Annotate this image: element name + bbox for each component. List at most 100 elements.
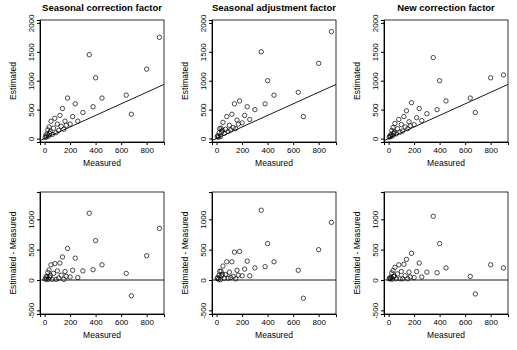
- panel: 02004006008000500100015002000Seasonal ad…: [180, 2, 337, 168]
- y-tick-label: -500: [371, 302, 380, 319]
- y-tick-mark: [37, 219, 40, 220]
- point: [232, 250, 236, 254]
- y-tick: 1500: [27, 43, 40, 61]
- x-tick: 200: [64, 142, 78, 155]
- point: [54, 277, 58, 281]
- x-tick-label: 400: [433, 146, 447, 155]
- point: [402, 114, 406, 118]
- point: [242, 113, 246, 117]
- point: [60, 106, 64, 110]
- y-tick-label: 500: [199, 243, 208, 257]
- point: [144, 254, 148, 258]
- x-tick-label: 800: [312, 146, 326, 155]
- y-tick: 0: [371, 278, 384, 283]
- y-tick: 1000: [199, 72, 212, 90]
- y-tick-mark: [381, 310, 384, 311]
- y-axis-line: [37, 21, 41, 143]
- y-tick-mark: [381, 110, 384, 111]
- y-tick-label: 0: [199, 278, 208, 283]
- point: [435, 107, 439, 111]
- point: [100, 263, 104, 267]
- y-axis-line: [209, 21, 213, 143]
- panel: 02004006008000500100015002000Seasonal co…: [8, 2, 165, 168]
- y-tick-label: 1000: [27, 210, 36, 228]
- x-tick: 0: [387, 142, 392, 155]
- point: [245, 259, 249, 263]
- y-tick-label: 0: [27, 278, 36, 283]
- point: [263, 102, 267, 106]
- plot-area: [384, 55, 508, 140]
- x-tick-mark: [45, 314, 46, 317]
- y-axis-line: [37, 193, 41, 315]
- x-tick-label: 0: [215, 146, 220, 155]
- x-tick-mark: [242, 314, 243, 317]
- x-tick-mark: [491, 142, 492, 145]
- x-tick-label: 0: [387, 318, 392, 327]
- x-tick: 0: [215, 314, 220, 327]
- x-axis-line: [385, 143, 509, 146]
- point: [399, 269, 403, 273]
- x-tick-mark: [414, 142, 415, 145]
- point: [488, 76, 492, 80]
- point: [414, 116, 418, 120]
- x-tick-label: 200: [236, 146, 250, 155]
- point: [53, 116, 57, 120]
- y-tick: 500: [199, 243, 212, 257]
- figure: 02004006008000500100015002000Seasonal co…: [0, 0, 517, 350]
- x-tick-mark: [70, 142, 71, 145]
- point: [63, 269, 67, 273]
- x-tick: 400: [433, 142, 447, 155]
- x-tick: 0: [215, 142, 220, 155]
- y-tick-mark: [381, 280, 384, 281]
- point: [473, 110, 477, 114]
- y-tick: 1000: [371, 72, 384, 90]
- y-tick-label: 2000: [199, 14, 208, 32]
- y-tick-mark: [209, 81, 212, 82]
- y-tick-mark: [37, 110, 40, 111]
- x-tick-label: 800: [484, 318, 498, 327]
- point: [265, 241, 269, 245]
- y-axis: 0500100015002000: [371, 14, 385, 143]
- point: [391, 131, 395, 135]
- point: [81, 110, 85, 114]
- point: [272, 260, 276, 264]
- plot-frame: [40, 192, 164, 314]
- x-tick-label: 200: [408, 318, 422, 327]
- x-tick: 200: [408, 142, 422, 155]
- point: [59, 273, 63, 277]
- y-tick-label: 1500: [371, 43, 380, 61]
- x-tick-label: 600: [115, 146, 129, 155]
- point: [245, 105, 249, 109]
- x-tick-mark: [121, 142, 122, 145]
- plot-frame: [40, 20, 164, 142]
- point: [230, 112, 234, 116]
- point: [240, 274, 244, 278]
- x-tick: 600: [459, 142, 473, 155]
- x-tick-label: 0: [43, 318, 48, 327]
- point: [100, 96, 104, 100]
- x-axis: 0 200 400 600 800: [385, 142, 509, 155]
- point: [58, 261, 62, 265]
- y-tick: 500: [27, 103, 40, 117]
- y-axis: 0500100015002000: [199, 14, 213, 143]
- point: [253, 107, 257, 111]
- point: [468, 96, 472, 100]
- x-tick-mark: [96, 142, 97, 145]
- chart-title: Seasonal correction factor: [42, 2, 162, 13]
- x-tick-mark: [268, 142, 269, 145]
- point: [231, 125, 235, 129]
- x-tick-mark: [319, 142, 320, 145]
- x-tick-mark: [121, 314, 122, 317]
- point: [488, 263, 492, 267]
- point: [55, 269, 59, 273]
- y-tick-label: 1000: [371, 210, 380, 228]
- point: [417, 261, 421, 265]
- point: [296, 268, 300, 272]
- plot-area: [212, 29, 336, 140]
- point: [93, 238, 97, 242]
- x-tick-mark: [242, 142, 243, 145]
- point: [157, 35, 161, 39]
- y-tick: 2000: [199, 14, 212, 32]
- x-tick: 800: [484, 142, 498, 155]
- point: [58, 113, 62, 117]
